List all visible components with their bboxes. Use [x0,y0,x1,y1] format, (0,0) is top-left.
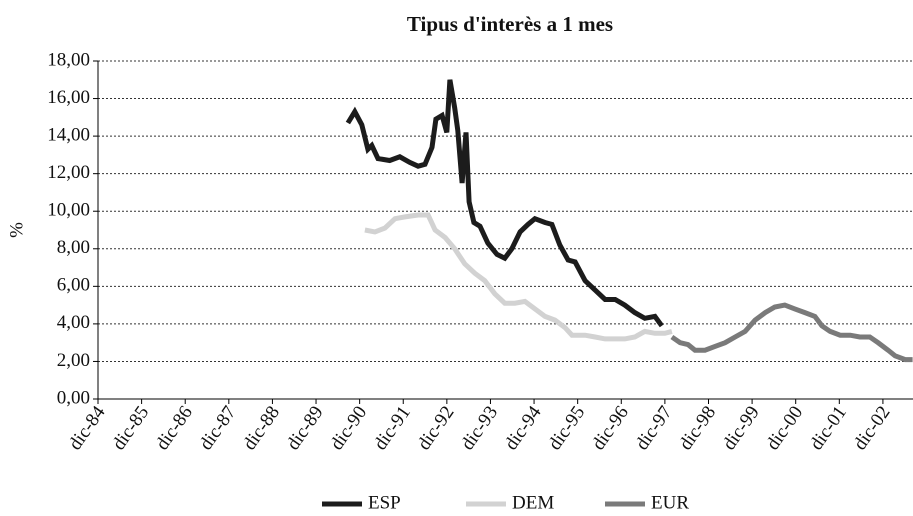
x-tick-label: dic-88 [239,402,284,454]
x-tick-label: dic-96 [588,402,633,454]
x-tick-label: dic-02 [850,402,895,454]
x-tick-label: dic-93 [457,402,502,454]
y-axis-label: % [6,222,27,238]
chart-title: Tipus d'interès a 1 mes [407,12,613,36]
x-tick-label: dic-89 [283,402,328,454]
legend-label: ESP [368,492,401,513]
x-tick-label: dic-98 [675,402,720,454]
y-tick-label: 2,00 [57,350,90,371]
y-tick-label: 18,00 [47,49,90,70]
x-tick-label: dic-86 [152,402,197,454]
x-tick-label: dic-91 [370,402,415,454]
x-tick-label: dic-90 [326,402,371,454]
x-tick-label: dic-01 [806,402,851,454]
line-series [345,79,664,328]
line-series [364,212,673,342]
y-tick-label: 16,00 [47,87,90,108]
x-tick-label: dic-99 [719,402,764,454]
y-tick-label: 8,00 [57,237,90,258]
x-tick-label: dic-85 [108,402,153,454]
legend-label: DEM [512,492,554,513]
x-tick-label: dic-92 [413,402,458,454]
x-tick-label: dic-95 [544,402,589,454]
y-tick-label: 0,00 [57,387,90,408]
x-tick-label: dic-84 [65,402,110,454]
y-tick-label: 12,00 [47,162,90,183]
y-tick-label: 14,00 [47,124,90,145]
line-series [670,302,913,363]
y-tick-label: 6,00 [57,275,90,296]
legend-label: EUR [651,492,689,513]
x-tick-label: dic-94 [501,402,546,454]
y-tick-label: 4,00 [57,312,90,333]
x-tick-label: dic-97 [631,402,676,454]
x-tick-label: dic-87 [195,402,240,454]
y-tick-label: 10,00 [47,200,90,221]
x-tick-label: dic-00 [762,402,807,454]
